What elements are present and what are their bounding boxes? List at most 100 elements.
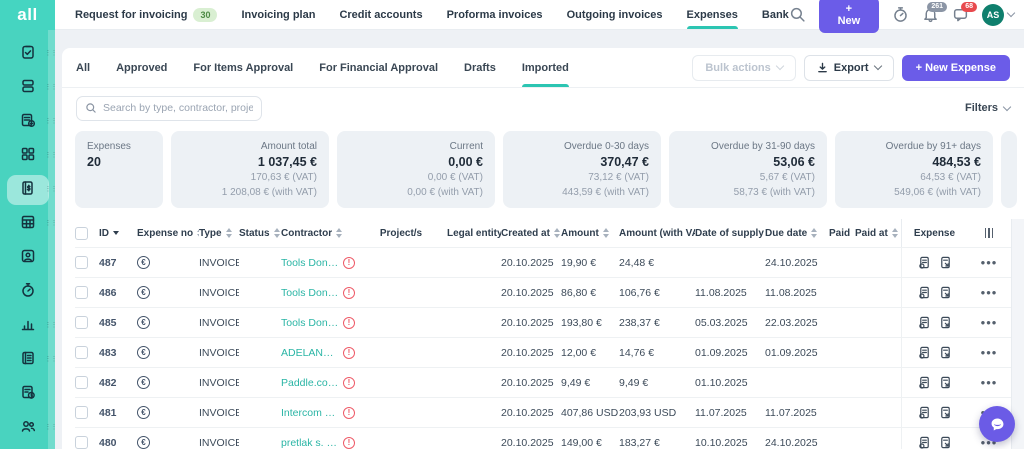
expense-preview-icon[interactable]	[918, 346, 931, 359]
table-row[interactable]: 481 € INVOICE Intercom R&D ... ! 20.10.2…	[75, 397, 1011, 427]
drag-handle-icon[interactable]: ⋮⋮	[44, 356, 58, 363]
warning-icon[interactable]: !	[343, 406, 355, 419]
table-row[interactable]: 480 € INVOICE pretlak s. r. o. ! 20.10.2…	[75, 427, 1011, 449]
sidebar-item-tasks[interactable]: ⋮⋮	[7, 39, 58, 69]
warning-icon[interactable]: !	[343, 376, 355, 389]
app-logo[interactable]: all	[0, 0, 55, 30]
sidebar-item-team[interactable]: ⋮⋮	[7, 413, 58, 443]
subtab-for-items-approval[interactable]: For Items Approval	[193, 61, 294, 74]
contractor-link[interactable]: Tools Done Rig...	[281, 316, 339, 329]
tab-outgoing-invoices[interactable]: Outgoing invoices	[566, 8, 663, 21]
expense-id-link[interactable]: 486	[99, 286, 117, 299]
contractor-link[interactable]: Tools Done Rig...	[281, 256, 339, 269]
new-expense-button[interactable]: + New Expense	[901, 54, 1010, 81]
sidebar-item-ledger[interactable]: ⋮⋮	[7, 345, 58, 375]
contractor-link[interactable]: pretlak s. r. o.	[281, 436, 339, 449]
expense-id-link[interactable]: 485	[99, 316, 117, 329]
expense-preview-icon[interactable]	[918, 256, 931, 269]
notifications-bell-icon[interactable]: 261	[922, 2, 947, 23]
expense-id-link[interactable]: 483	[99, 346, 117, 359]
row-checkbox[interactable]	[75, 406, 88, 419]
expense-preview-icon[interactable]	[918, 406, 931, 419]
contractor-link[interactable]: Intercom R&D ...	[281, 406, 339, 419]
contractor-link[interactable]: Paddle.com Ma...	[281, 376, 339, 389]
sidebar-item-invoices[interactable]: ⋮⋮	[7, 107, 58, 137]
search-input[interactable]	[103, 102, 253, 114]
table-row[interactable]: 483 € INVOICE ADELANTE, s.r... ! 20.10.2…	[75, 337, 1011, 367]
warning-icon[interactable]: !	[343, 346, 355, 359]
col-header-expense-no[interactable]: Expense no	[137, 228, 199, 239]
row-checkbox[interactable]	[75, 346, 88, 359]
warning-icon[interactable]: !	[343, 436, 355, 449]
drag-handle-icon[interactable]: ⋮⋮	[44, 220, 58, 227]
bulk-actions-button[interactable]: Bulk actions	[692, 54, 796, 81]
row-checkbox[interactable]	[75, 316, 88, 329]
table-row[interactable]: 486 € INVOICE Tools Done Rig... ! 20.10.…	[75, 277, 1011, 307]
tab-invoicing-plan[interactable]: Invoicing plan	[241, 8, 316, 21]
row-checkbox[interactable]	[75, 286, 88, 299]
table-row[interactable]: 485 € INVOICE Tools Done Rig... ! 20.10.…	[75, 307, 1011, 337]
filters-button[interactable]: Filters	[965, 102, 1012, 114]
euro-circle-icon[interactable]: €	[137, 406, 150, 419]
sidebar-item-documents[interactable]: ⋮⋮	[7, 209, 58, 239]
tab-request-for-invoicing[interactable]: Request for invoicing 30	[75, 0, 218, 29]
expense-attach-icon[interactable]	[939, 376, 952, 389]
warning-icon[interactable]: !	[343, 256, 355, 269]
expense-attach-icon[interactable]	[939, 286, 952, 299]
table-row[interactable]: 487 € INVOICE Tools Done Rig... ! 20.10.…	[75, 247, 1011, 277]
subtab-for-financial-approval[interactable]: For Financial Approval	[319, 61, 439, 74]
col-header-status[interactable]: Status	[239, 228, 281, 239]
sidebar-item-reports[interactable]: ⋮⋮	[7, 311, 58, 341]
expense-preview-icon[interactable]	[918, 286, 931, 299]
col-header-paid-at[interactable]: Paid at	[855, 228, 901, 239]
col-header-due-date[interactable]: Due date	[765, 228, 829, 239]
warning-icon[interactable]: !	[343, 316, 355, 329]
row-menu-icon[interactable]: •••	[980, 257, 998, 268]
expense-id-link[interactable]: 487	[99, 256, 117, 269]
euro-circle-icon[interactable]: €	[137, 376, 150, 389]
sidebar-item-contacts[interactable]	[7, 243, 49, 273]
col-header-date-of-supply[interactable]: Date of supply	[695, 228, 765, 239]
new-button[interactable]: + New	[818, 0, 879, 33]
sidebar-item-accounts[interactable]: ⋮⋮	[7, 73, 58, 103]
expense-id-link[interactable]: 481	[99, 406, 117, 419]
expense-id-link[interactable]: 480	[99, 436, 117, 449]
euro-circle-icon[interactable]: €	[137, 256, 150, 269]
expense-preview-icon[interactable]	[918, 316, 931, 329]
sidebar-item-pending-docs[interactable]	[7, 379, 49, 409]
sidebar-item-apps[interactable]: ⋮⋮	[7, 141, 58, 171]
export-button[interactable]: Export	[803, 54, 894, 81]
tab-credit-accounts[interactable]: Credit accounts	[339, 8, 423, 21]
row-menu-icon[interactable]: •••	[980, 347, 998, 358]
tab-proforma-invoices[interactable]: Proforma invoices	[446, 8, 543, 21]
contractor-link[interactable]: Tools Done Rig...	[281, 286, 339, 299]
expense-attach-icon[interactable]	[939, 346, 952, 359]
col-header-type[interactable]: Type	[199, 228, 239, 239]
drag-handle-icon[interactable]: ⋮⋮	[44, 118, 58, 125]
subtab-approved[interactable]: Approved	[116, 61, 168, 74]
row-checkbox[interactable]	[75, 376, 88, 389]
expense-preview-icon[interactable]	[918, 436, 931, 449]
expense-preview-icon[interactable]	[918, 376, 931, 389]
messages-icon[interactable]: 68	[952, 2, 977, 23]
expense-id-link[interactable]: 482	[99, 376, 117, 389]
column-settings-button[interactable]	[973, 228, 1011, 238]
expense-attach-icon[interactable]	[939, 406, 952, 419]
search-icon[interactable]	[789, 6, 806, 23]
sidebar-item-timer[interactable]	[7, 277, 49, 307]
warning-icon[interactable]: !	[343, 286, 355, 299]
tab-bank[interactable]: Bank	[761, 8, 789, 21]
contractor-link[interactable]: ADELANTE, s.r...	[281, 346, 339, 359]
col-header-amount[interactable]: Amount	[561, 228, 619, 239]
drag-handle-icon[interactable]: ⋮⋮	[44, 84, 58, 91]
row-menu-icon[interactable]: •••	[980, 437, 998, 448]
row-checkbox[interactable]	[75, 436, 88, 449]
tab-expenses[interactable]: Expenses	[686, 0, 739, 29]
drag-handle-icon[interactable]: ⋮⋮	[44, 152, 58, 159]
drag-handle-icon[interactable]: ⋮⋮	[44, 50, 58, 57]
euro-circle-icon[interactable]: €	[137, 286, 150, 299]
select-all-checkbox[interactable]	[75, 226, 88, 240]
euro-circle-icon[interactable]: €	[137, 436, 150, 449]
subtab-imported[interactable]: Imported	[521, 48, 569, 87]
subtab-all[interactable]: All	[76, 61, 91, 74]
